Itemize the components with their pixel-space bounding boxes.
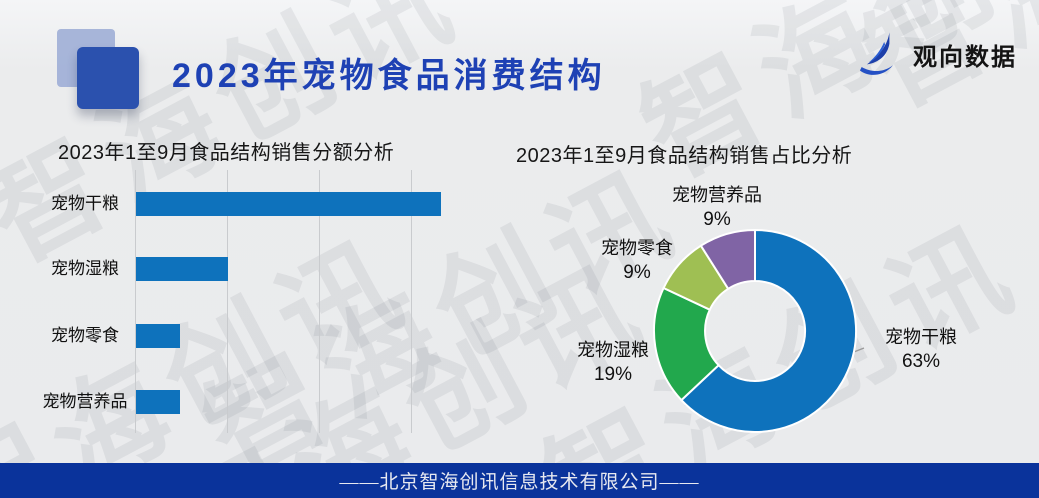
donut-label-name: 宠物营养品 <box>672 185 762 205</box>
donut-label-snack: 宠物零食 9% <box>567 237 707 286</box>
bar <box>136 390 180 414</box>
bar <box>136 192 441 216</box>
donut-label-name: 宠物湿粮 <box>577 340 649 360</box>
gridline <box>227 170 228 433</box>
footer-bar: ——北京智海创讯信息技术有限公司—— <box>0 463 1039 498</box>
donut-label-pct: 9% <box>703 209 731 231</box>
donut-label-name: 宠物干粮 <box>885 327 957 347</box>
footer-text: ——北京智海创讯信息技术有限公司—— <box>339 472 700 493</box>
donut-label-name: 宠物零食 <box>601 238 673 258</box>
brand-name: 观向数据 <box>913 43 1017 71</box>
bar <box>136 324 180 348</box>
donut-chart-title: 2023年1至9月食品结构销售占比分析 <box>516 145 853 167</box>
gridline <box>319 170 320 433</box>
gridline <box>411 170 412 433</box>
logo-square-front-icon <box>77 47 139 109</box>
bar <box>136 257 228 281</box>
brand-logo: 观向数据 <box>853 28 1017 80</box>
donut-label-nutrition: 宠物营养品 9% <box>647 184 787 233</box>
donut-slice <box>699 228 756 291</box>
gridline <box>135 170 136 433</box>
donut-label-pct: 63% <box>901 351 941 373</box>
sail-icon <box>859 32 893 75</box>
page-title: 2023年宠物食品消费结构 <box>172 57 606 95</box>
bar-category-label: 宠物零食 <box>51 326 119 346</box>
bar-category-label: 宠物干粮 <box>51 194 119 214</box>
donut-label-pct: 19% <box>593 364 633 386</box>
donut-slice <box>679 228 858 433</box>
bar-category-label: 宠物湿粮 <box>51 259 119 279</box>
bar-category-label: 宠物营养品 <box>42 392 128 412</box>
watermark-text: 智海创讯 <box>185 145 702 498</box>
bar-chart-title: 2023年1至9月食品结构销售分额分析 <box>58 142 395 164</box>
donut-label-dry-food: 宠物干粮 63% <box>851 326 991 375</box>
donut-label-wet-food: 宠物湿粮 19% <box>543 339 683 388</box>
donut-label-pct: 9% <box>623 262 651 284</box>
logo-mark <box>57 29 147 119</box>
